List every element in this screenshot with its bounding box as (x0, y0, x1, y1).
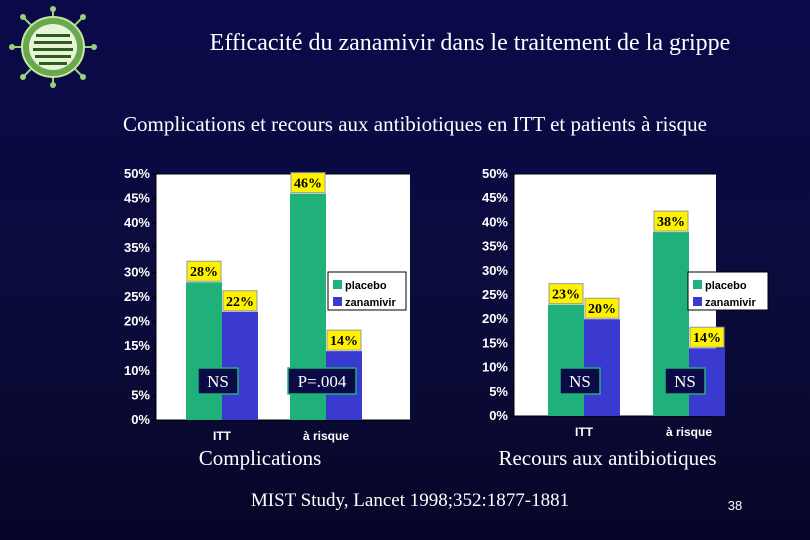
page-number: 38 (727, 498, 743, 513)
bar-zanamivir-0 (222, 311, 258, 420)
legend-swatch (333, 297, 342, 306)
y-tick-label: 0% (131, 412, 150, 427)
significance-label: NS (674, 372, 696, 391)
y-tick-label: 20% (482, 311, 508, 326)
legend-label: placebo (705, 280, 747, 292)
legend-swatch (333, 280, 342, 289)
x-tick-label: à risque (666, 425, 712, 439)
y-tick-label: 10% (482, 360, 508, 375)
y-tick-label: 35% (482, 239, 508, 254)
data-label-box (290, 172, 326, 194)
y-tick-label: 0% (489, 408, 508, 423)
y-tick-label: 50% (124, 166, 150, 181)
data-label: 23% (552, 288, 580, 303)
data-label: 28% (190, 265, 218, 280)
slide-title: Efficacité du zanamivir dans le traiteme… (209, 30, 731, 56)
legend-label: zanamivir (705, 297, 756, 309)
x-tick-label: ITT (575, 425, 594, 439)
data-label: 38% (657, 215, 685, 230)
y-tick-label: 35% (124, 240, 150, 255)
data-label: 46% (294, 177, 322, 192)
data-label-box (222, 290, 258, 312)
y-tick-label: 45% (482, 190, 508, 205)
y-tick-label: 25% (124, 289, 150, 304)
y-tick-label: 15% (124, 338, 150, 353)
plot-area: 0% 5% 10% 15% 20% 25% 30% 35% 40% 45% 50% 23% 20% ITT… (482, 166, 769, 439)
y-tick-label: 5% (131, 387, 150, 402)
significance-label: NS (569, 372, 591, 391)
plot-area: 0% 5% 10% 15% 20% 25% 30% 35% 40% 45% 50% 28% 22% ITT… (124, 166, 410, 443)
slide-subtitle: Complications et recours aux antibiotiqu… (123, 112, 707, 136)
data-label-box (584, 297, 620, 319)
bar-placebo-0 (186, 282, 222, 420)
significance-box (287, 367, 357, 395)
data-label: 14% (330, 334, 358, 349)
significance-box (559, 367, 601, 395)
y-tick-label: 40% (124, 215, 150, 230)
virus-logo-icon (9, 6, 97, 88)
data-label: 22% (226, 295, 254, 310)
x-tick-label: ITT (213, 429, 232, 443)
y-tick-label: 30% (482, 263, 508, 278)
y-tick-label: 20% (124, 314, 150, 329)
y-tick-label: 25% (482, 287, 508, 302)
bar-placebo-0 (548, 304, 584, 416)
y-tick-label: 40% (482, 214, 508, 229)
y-tick-label: 30% (124, 264, 150, 279)
data-label-box (653, 210, 689, 232)
legend-label: zanamivir (345, 297, 396, 309)
legend-swatch (693, 280, 702, 289)
significance-label: NS (207, 372, 229, 391)
complications-caption: Complications (198, 446, 322, 470)
complications-chart: 0% 5% 10% 15% 20% 25% 30% 35% 40% 45% 50% 28% 22% ITT… (124, 166, 410, 443)
data-label-box (326, 329, 362, 351)
antibiotics-chart: 0% 5% 10% 15% 20% 25% 30% 35% 40% 45% 50% 23% 20% ITT… (482, 166, 769, 439)
y-tick-label: 45% (124, 191, 150, 206)
antibiotics-caption: Recours aux antibiotiques (498, 446, 717, 470)
legend-swatch (693, 297, 702, 306)
legend-label: placebo (345, 280, 387, 292)
data-label: 20% (588, 302, 616, 317)
data-label-box (689, 326, 725, 348)
y-tick-label: 15% (482, 335, 508, 350)
significance-box (197, 367, 239, 395)
data-label: 14% (693, 331, 721, 346)
data-label-box (186, 260, 222, 282)
significance-label: P=.004 (298, 372, 347, 391)
y-tick-label: 5% (489, 384, 508, 399)
significance-box (664, 367, 706, 395)
y-tick-label: 50% (482, 166, 508, 181)
data-label-box (548, 283, 584, 305)
citation: MIST Study, Lancet 1998;352:1877-1881 (250, 490, 570, 511)
x-tick-label: à risque (303, 429, 349, 443)
y-tick-label: 10% (124, 363, 150, 378)
